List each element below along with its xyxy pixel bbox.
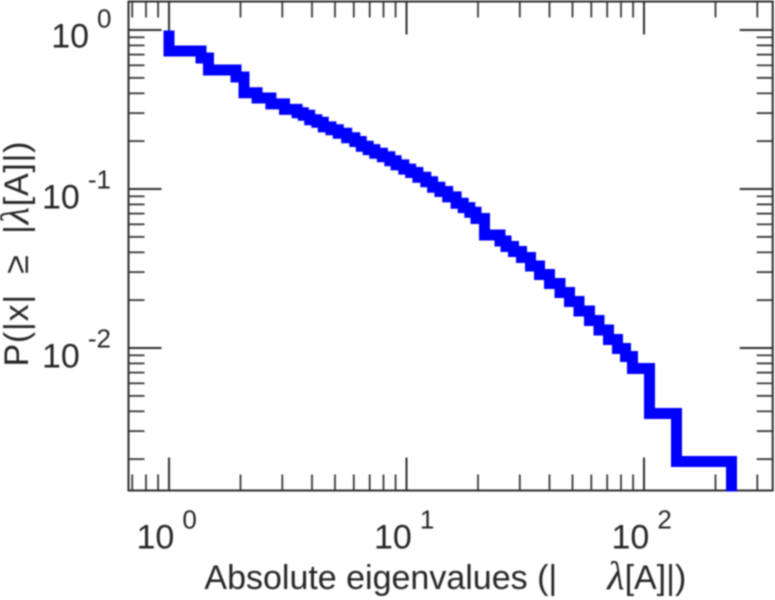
svg-text:P(|x| ≥ |λ[A]|): P(|x| ≥ |λ[A]|) [0,141,37,367]
svg-text:Absolute eigenvalues (|λ[A]|): Absolute eigenvalues (| λ[A]|) [204,553,686,598]
